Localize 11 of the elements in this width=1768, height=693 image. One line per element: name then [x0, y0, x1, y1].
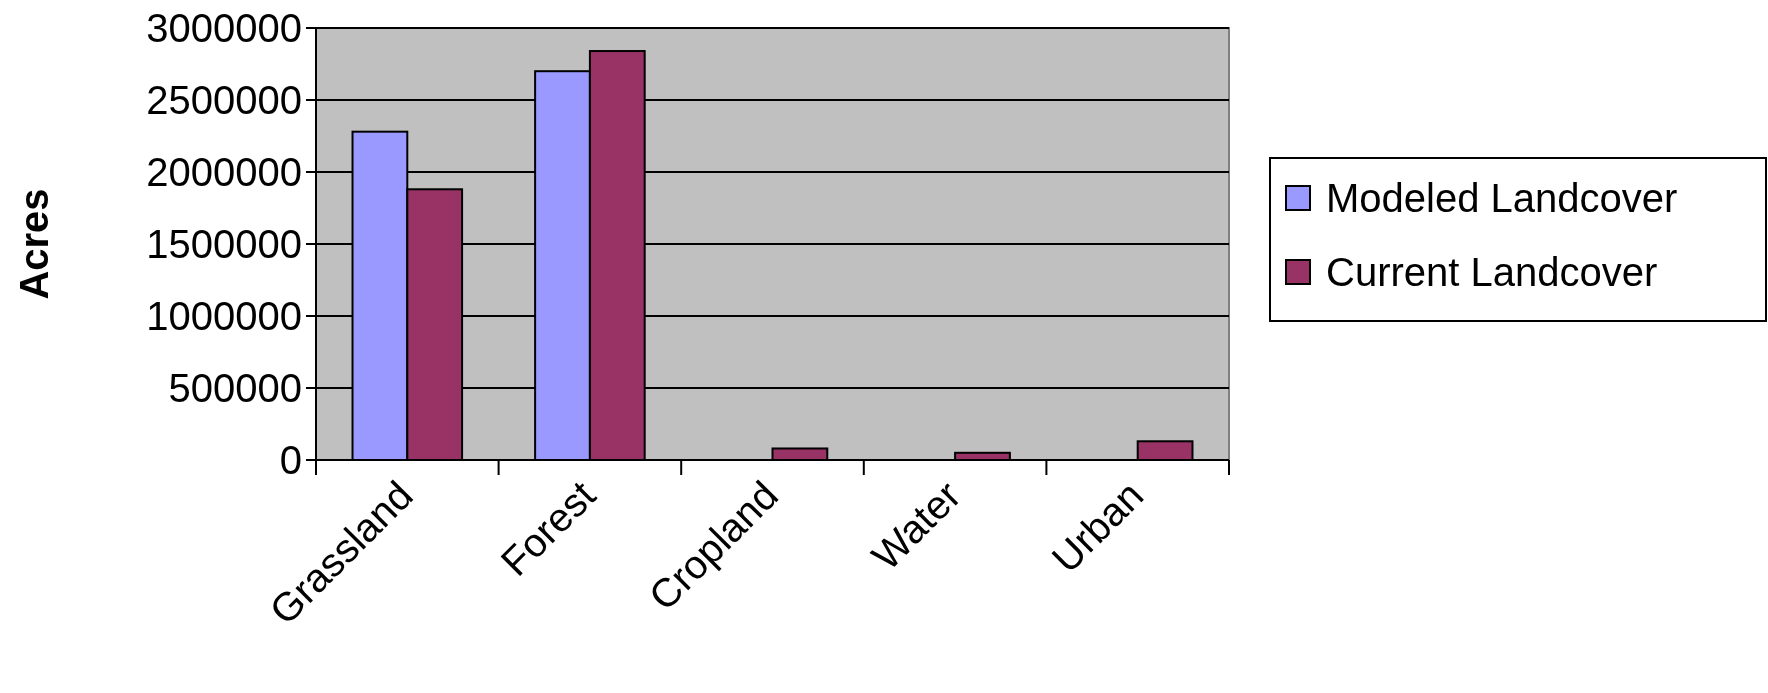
legend-label: Modeled Landcover [1326, 176, 1678, 220]
y-tick-label: 3000000 [146, 6, 302, 50]
y-tick-label: 2500000 [146, 78, 302, 122]
bar [1136, 440, 1194, 461]
y-axis-title: Acres [12, 188, 56, 300]
y-tick-label: 2000000 [146, 150, 302, 194]
y-tick-label: 1000000 [146, 294, 302, 338]
y-tick-label: 0 [279, 438, 302, 482]
y-tick-label: 500000 [168, 366, 302, 410]
y-tick-label: 1500000 [146, 222, 302, 266]
legend-label: Current Landcover [1326, 250, 1658, 294]
